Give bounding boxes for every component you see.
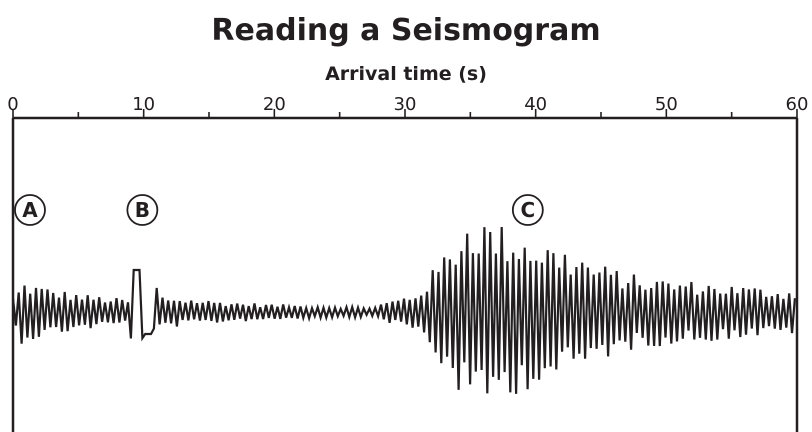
wave-arrival-markers: A B C <box>14 194 544 226</box>
marker-circle-c <box>511 194 544 226</box>
time-axis-ticks <box>12 109 798 118</box>
tick-label-50: 50 <box>655 94 678 115</box>
tick-label-40: 40 <box>524 94 547 115</box>
time-axis-tick-labels: 0 10 20 30 40 50 60 <box>7 94 808 115</box>
marker-label-a: A <box>22 198 38 222</box>
marker-circle-b <box>126 194 159 226</box>
tick-label-20: 20 <box>263 94 286 115</box>
marker-label-c: C <box>520 198 535 222</box>
marker-b: B <box>126 194 159 226</box>
seismogram-frame <box>11 116 799 432</box>
marker-a: A <box>14 194 46 226</box>
tick-label-60: 60 <box>786 94 809 115</box>
marker-label-b: B <box>135 198 150 222</box>
seismic-trace <box>11 226 796 394</box>
time-axis-title: Arrival time (s) <box>325 63 487 85</box>
tick-label-0: 0 <box>7 94 18 115</box>
tick-label-30: 30 <box>394 94 417 115</box>
tick-label-10: 10 <box>132 94 155 115</box>
figure-title: Reading a Seismogram <box>211 13 600 48</box>
marker-c: C <box>511 194 544 226</box>
marker-circle-a <box>14 194 46 226</box>
